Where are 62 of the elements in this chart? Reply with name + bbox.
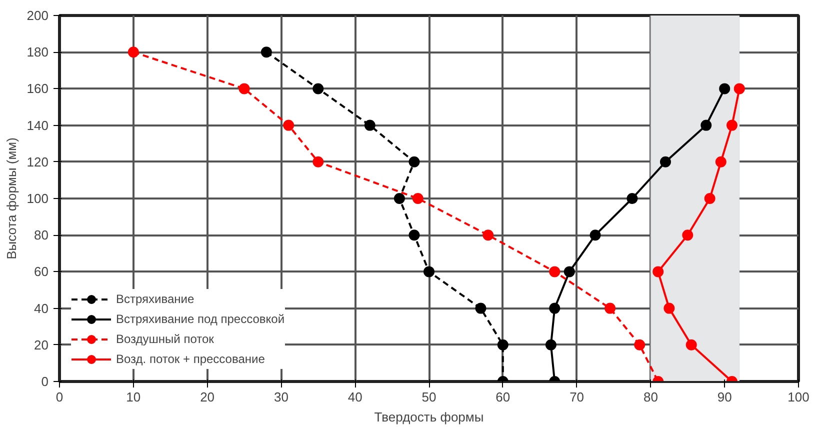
y-tick-label: 140 (26, 118, 49, 133)
legend-label: Встряхивание под прессовкой (116, 312, 285, 326)
point (715, 156, 726, 168)
x-axis-title: Твердость формы (374, 410, 484, 424)
point (408, 230, 420, 241)
x-tick-label: 100 (788, 390, 810, 404)
point (590, 230, 601, 241)
point (482, 230, 494, 241)
legend-label: Возд. поток + прессование (116, 352, 265, 366)
point (545, 339, 556, 350)
point (312, 156, 324, 168)
x-tick-label: 80 (643, 390, 658, 404)
x-tick-label: 90 (717, 390, 732, 404)
y-tick-label: 40 (34, 300, 49, 316)
y-tick-label: 20 (34, 337, 49, 352)
x-tick-label: 70 (570, 390, 584, 404)
point (634, 339, 646, 350)
x-tick-label: 30 (274, 390, 288, 404)
x-tick-label: 0 (56, 390, 64, 404)
point (424, 266, 434, 278)
point (497, 339, 508, 350)
point (412, 193, 424, 204)
legend-label: Воздушный поток (116, 332, 214, 346)
point (726, 120, 738, 131)
point (660, 156, 671, 168)
y-tick-label: 100 (26, 191, 49, 206)
y-tick-label: 60 (34, 264, 49, 280)
point (408, 156, 420, 168)
point (564, 266, 575, 278)
x-tick-label: 60 (496, 390, 510, 404)
point (283, 120, 294, 131)
x-tick-label: 10 (126, 390, 141, 404)
point (549, 266, 560, 278)
point (664, 302, 675, 314)
y-axis-title: Высота формы (мм) (4, 138, 19, 260)
point (238, 83, 250, 94)
y-tick-label: 80 (34, 228, 49, 243)
point (682, 230, 694, 241)
y-tick-label: 160 (26, 81, 49, 96)
y-tick-label: 200 (26, 8, 49, 23)
point (364, 120, 376, 131)
x-tick-label: 40 (348, 390, 362, 404)
point (128, 46, 139, 58)
point (626, 193, 638, 204)
y-tick-label: 180 (26, 44, 49, 60)
point (604, 302, 616, 314)
point (719, 83, 730, 94)
point (700, 120, 712, 131)
point (475, 302, 486, 314)
point (394, 193, 405, 204)
point (652, 266, 664, 278)
point (704, 193, 716, 204)
x-tick-label: 50 (422, 390, 436, 404)
point (312, 83, 324, 94)
x-tick-label: 20 (200, 390, 215, 404)
y-tick-label: 120 (26, 154, 49, 170)
legend-label: Встряхивание (116, 292, 194, 306)
point (734, 83, 745, 94)
point (686, 339, 697, 350)
point (549, 302, 560, 314)
point (260, 46, 272, 58)
y-tick-label: 0 (41, 374, 49, 389)
